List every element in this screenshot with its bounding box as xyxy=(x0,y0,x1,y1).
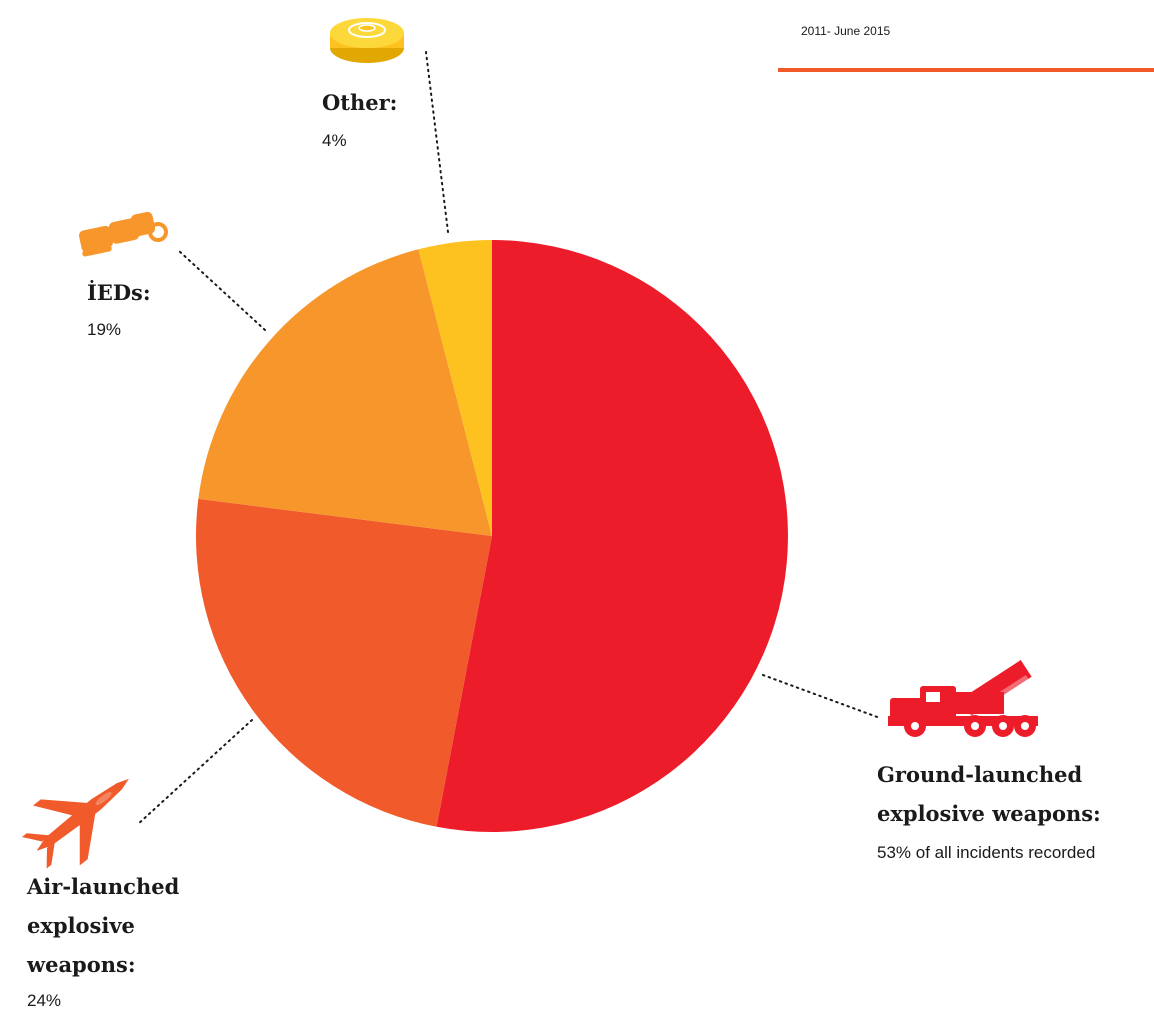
slice-title-line: Other: xyxy=(322,90,397,115)
pie-slice-ground xyxy=(436,240,788,832)
leader-line-other xyxy=(425,51,449,233)
fighter-jet-icon xyxy=(21,778,129,869)
rocket-launcher-truck-icon xyxy=(888,660,1038,737)
landmine-icon xyxy=(330,18,404,63)
slice-label-ground: Ground-launched explosive weapons: 53% o… xyxy=(877,762,1101,862)
leader-line-air xyxy=(136,719,253,826)
slice-label-air: Air-launched explosive weapons: 24% xyxy=(26,874,180,1010)
slice-value-label: 53% of all incidents recorded xyxy=(877,843,1095,862)
pie-slice-ieds xyxy=(198,249,492,537)
pie-slices xyxy=(195,240,788,832)
slice-value-label: 4% xyxy=(322,131,347,150)
leader-line-ground xyxy=(762,674,881,719)
slice-title-line: explosive weapons: xyxy=(877,801,1101,826)
pie-slice-other xyxy=(418,240,492,536)
leader-lines xyxy=(136,51,881,826)
pie-slice-air xyxy=(195,498,493,827)
slice-title-line: Ground-launched xyxy=(877,762,1082,787)
slice-value-label: 24% xyxy=(27,991,61,1010)
slice-title-line: İEDs: xyxy=(87,280,151,305)
slice-title-line: weapons: xyxy=(26,952,136,977)
ied-bundle-icon xyxy=(78,211,168,257)
slice-label-ieds: İEDs: 19% xyxy=(87,280,151,339)
slice-title-line: explosive xyxy=(27,913,135,938)
slice-title-line: Air-launched xyxy=(26,874,180,899)
slice-label-other: Other: 4% xyxy=(322,90,397,150)
slice-value-label: 19% xyxy=(87,320,121,339)
period-label: 2011- June 2015 xyxy=(801,24,891,38)
leader-line-ieds xyxy=(177,249,266,331)
